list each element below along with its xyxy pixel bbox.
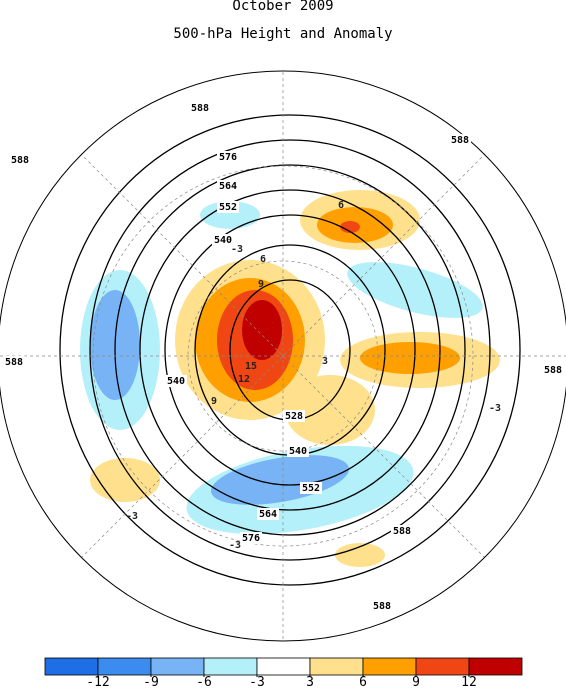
- colorbar-segment: [97, 657, 152, 676]
- height-label: 564: [219, 181, 237, 192]
- anomaly-label: 3: [322, 356, 328, 367]
- height-label: 540: [167, 376, 185, 387]
- label-bg: [217, 151, 239, 163]
- label-bg: [217, 201, 239, 213]
- label-bg: [257, 508, 279, 520]
- colorbar-segment: [362, 657, 417, 676]
- label-bg: [391, 525, 413, 537]
- height-label: 540: [214, 235, 232, 246]
- label-bg: [9, 154, 31, 166]
- colorbar-tick-label: 3: [306, 675, 314, 688]
- label-bg: [542, 364, 564, 376]
- height-label: 576: [242, 533, 260, 544]
- height-label: 576: [219, 152, 237, 163]
- label-bg: [189, 102, 211, 114]
- colorbar-tick-label: 12: [461, 675, 477, 688]
- height-label: 528: [285, 411, 303, 422]
- map-border: [0, 70, 566, 642]
- anomaly-label: 9: [211, 396, 217, 407]
- colorbar-tick-label: 6: [359, 675, 367, 688]
- colorbar-tick-label: -9: [143, 675, 159, 688]
- height-label: 564: [259, 509, 277, 520]
- height-label: 588: [544, 365, 562, 376]
- colorbar: -12 -9 -6 -3 3 6 9 12: [44, 657, 523, 690]
- graticule: [0, 71, 566, 641]
- anomaly-label: -3: [229, 540, 241, 551]
- label-bg: [283, 410, 305, 422]
- label-bg: [449, 134, 471, 146]
- colorbar-tick-label: -3: [249, 675, 265, 688]
- title: October 2009: [232, 0, 333, 14]
- anomaly-label: 15: [245, 361, 257, 372]
- labels: 588 588 588 576 564 552 540 588 588 540 528 540 552 5…: [3, 102, 564, 612]
- label-bg: [165, 375, 187, 387]
- label-bg: [240, 532, 262, 544]
- anomaly-label: -3: [126, 511, 138, 522]
- colorbar-tick-label: -6: [196, 675, 212, 688]
- label-bg: [217, 180, 239, 192]
- anomaly-label: -3: [231, 244, 243, 255]
- label-bg: [3, 356, 25, 368]
- colorbar-segment: [468, 657, 523, 676]
- label-bg: [300, 482, 322, 494]
- colorbar-tick-label: -12: [86, 675, 109, 688]
- height-label: 588: [451, 135, 469, 146]
- anomaly-label: 12: [238, 374, 250, 385]
- height-label: 552: [302, 483, 320, 494]
- height-label: 552: [219, 202, 237, 213]
- colorbar-segment: [415, 657, 470, 676]
- colorbar-tick-label: 9: [412, 675, 420, 688]
- label-bg: [287, 445, 309, 457]
- colorbar-segment: [256, 657, 311, 676]
- label-bg: [212, 234, 234, 246]
- subtitle: 500-hPa Height and Anomaly: [173, 26, 392, 42]
- colorbar-segment: [203, 657, 258, 676]
- map-area: [0, 71, 566, 641]
- anomaly-label: 9: [258, 279, 264, 290]
- label-bg: [371, 600, 393, 612]
- height-label: 588: [373, 601, 391, 612]
- anomaly-label: -3: [489, 403, 501, 414]
- anomaly-label: 6: [338, 200, 344, 211]
- colorbar-segment: [309, 657, 364, 676]
- height-label: 588: [191, 103, 209, 114]
- colorbar-segment: [44, 657, 99, 676]
- anomaly-label: 6: [260, 254, 266, 265]
- anomaly-shading: [80, 190, 500, 567]
- colorbar-segment: [150, 657, 205, 676]
- height-label: 588: [5, 357, 23, 368]
- height-label: 588: [393, 526, 411, 537]
- height-label: 540: [289, 446, 307, 457]
- height-label: 588: [11, 155, 29, 166]
